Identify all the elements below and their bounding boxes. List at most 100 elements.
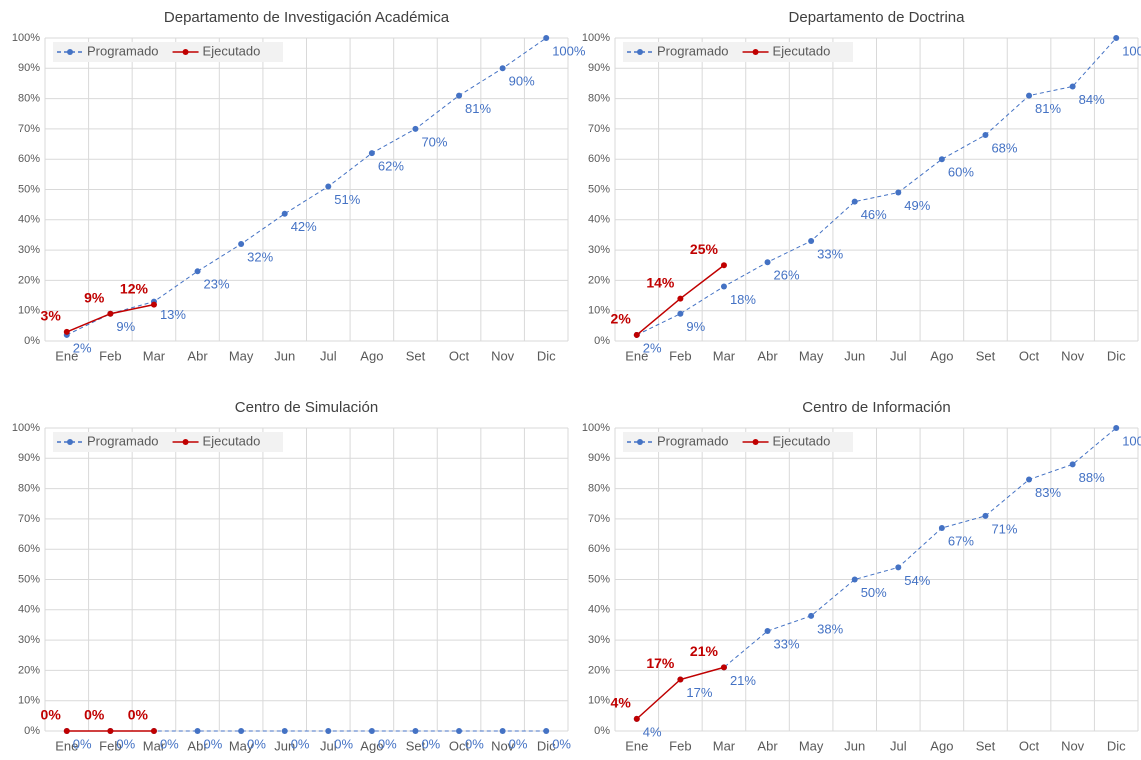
point [677, 295, 684, 302]
y-tick-label: 70% [18, 123, 40, 135]
point [938, 156, 945, 163]
data-label: 0% [247, 736, 266, 751]
point [412, 125, 419, 132]
point [543, 728, 550, 734]
x-tick-label: Ene [55, 738, 78, 753]
series-line [66, 37, 547, 336]
data-label: 49% [904, 198, 930, 213]
legend-marker [752, 439, 759, 445]
x-tick-label: Nov [491, 738, 515, 753]
data-label: 68% [991, 140, 1017, 155]
legend-marker [752, 49, 759, 55]
data-label: 54% [904, 573, 930, 588]
legend-marker [67, 49, 73, 55]
y-tick-label: 40% [18, 604, 40, 616]
y-tick-label: 0% [594, 725, 610, 737]
legend-box [53, 432, 283, 452]
x-tick-label: Feb [99, 738, 121, 753]
legend-label: Ejecutado [203, 433, 261, 448]
x-tick-label: Jul [890, 348, 907, 363]
point [325, 183, 332, 190]
series-line [636, 427, 1117, 720]
data-label: 71% [991, 521, 1017, 536]
point [150, 728, 157, 734]
point [499, 728, 506, 734]
data-label: 4% [643, 724, 662, 739]
y-tick-label: 90% [588, 452, 610, 464]
data-label: 0% [334, 736, 353, 751]
data-label: 4% [611, 695, 632, 711]
x-tick-label: Jun [844, 738, 865, 753]
y-tick-label: 0% [24, 335, 40, 347]
legend-label: Programado [87, 433, 159, 448]
data-label: 23% [204, 277, 230, 292]
data-label: 18% [730, 292, 756, 307]
x-tick-label: Set [406, 738, 426, 753]
y-tick-label: 40% [588, 214, 610, 226]
point [63, 328, 70, 335]
x-tick-label: Set [406, 348, 426, 363]
point [456, 92, 463, 99]
point [1026, 476, 1033, 483]
y-tick-label: 10% [588, 695, 610, 707]
point [808, 612, 815, 619]
x-tick-label: Oct [449, 738, 470, 753]
x-tick-label: Nov [1061, 738, 1085, 753]
point [543, 35, 550, 41]
data-label: 12% [120, 280, 149, 296]
legend-marker [182, 49, 189, 55]
y-tick-label: 70% [588, 123, 610, 135]
x-tick-label: Abr [187, 738, 208, 753]
legend-box [623, 432, 853, 452]
data-label: 50% [861, 585, 887, 600]
chart-title: Departamento de Doctrina [789, 9, 966, 26]
legend-label: Programado [657, 433, 729, 448]
legend-marker [637, 49, 643, 55]
x-tick-label: Nov [491, 348, 515, 363]
x-tick-label: Ago [930, 738, 953, 753]
x-tick-label: Ene [625, 738, 648, 753]
legend-marker [67, 439, 73, 445]
y-tick-label: 70% [588, 513, 610, 525]
point [456, 728, 463, 734]
x-tick-label: Dic [537, 348, 556, 363]
x-tick-label: Dic [1107, 348, 1126, 363]
data-label: 100% [552, 43, 586, 58]
data-label: 0% [41, 707, 62, 723]
point [368, 150, 375, 157]
legend-box [53, 42, 283, 62]
y-tick-label: 80% [588, 483, 610, 495]
y-tick-label: 40% [588, 604, 610, 616]
point [982, 512, 989, 519]
y-tick-label: 30% [18, 244, 40, 256]
data-label: 25% [690, 241, 719, 257]
y-tick-label: 90% [18, 452, 40, 464]
data-label: 0% [204, 736, 223, 751]
x-tick-label: Set [976, 348, 996, 363]
x-tick-label: Mar [713, 348, 736, 363]
legend-marker [182, 439, 189, 445]
data-label: 60% [948, 165, 974, 180]
point [633, 715, 640, 722]
data-label: 0% [509, 736, 528, 751]
x-tick-label: Oct [1019, 348, 1040, 363]
point [808, 238, 815, 245]
data-label: 51% [334, 192, 360, 207]
x-tick-label: Abr [187, 348, 208, 363]
point [720, 262, 727, 269]
data-label: 84% [1079, 92, 1105, 107]
legend-box [623, 42, 853, 62]
y-tick-label: 30% [18, 634, 40, 646]
data-label: 38% [817, 621, 843, 636]
legend-marker [637, 439, 643, 445]
data-label: 9% [116, 319, 135, 334]
point [851, 198, 858, 205]
x-tick-label: Oct [449, 348, 470, 363]
data-label: 17% [646, 655, 675, 671]
x-tick-label: May [799, 348, 824, 363]
data-label: 0% [116, 736, 135, 751]
point [982, 131, 989, 138]
y-tick-label: 80% [18, 483, 40, 495]
data-label: 83% [1035, 485, 1061, 500]
data-label: 33% [817, 246, 843, 261]
